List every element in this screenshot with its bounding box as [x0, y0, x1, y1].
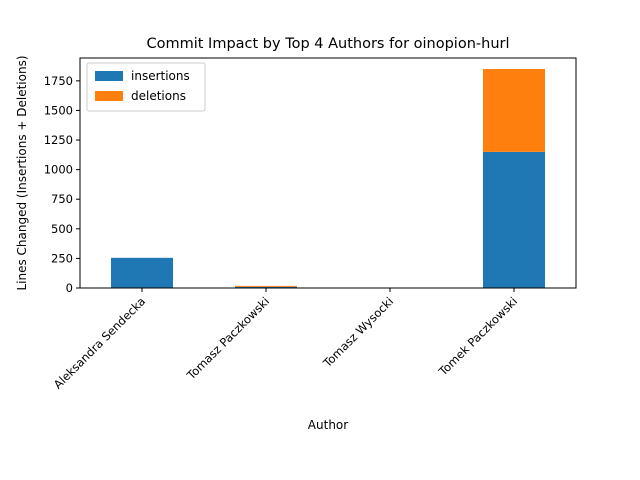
x-tick-label: Tomasz Wysocki — [320, 294, 397, 371]
legend-swatch-insertions — [95, 71, 123, 81]
y-tick-label: 0 — [66, 281, 73, 295]
x-axis: Aleksandra Sendecka Tomasz Paczkowski Toma… — [51, 288, 520, 392]
legend-label-deletions: deletions — [131, 89, 186, 103]
x-tick-label: Aleksandra Sendecka — [51, 294, 148, 391]
plot-frame — [79, 57, 577, 289]
bar-deletions-1 — [235, 285, 297, 287]
y-axis-label: Lines Changed (Insertions + Deletions) — [15, 55, 29, 290]
x-tick-label: Tomasz Paczkowski — [183, 294, 272, 383]
x-tick-label: Tomek Paczkowski — [435, 294, 520, 379]
legend-swatch-deletions — [95, 91, 123, 101]
x-axis-label: Author — [308, 418, 348, 432]
y-tick-label: 250 — [51, 251, 73, 265]
y-axis: 0 250 500 750 1000 1250 1500 1750 — [44, 74, 80, 295]
bar-insertions-3 — [483, 151, 545, 288]
y-tick-label: 500 — [51, 222, 73, 236]
bar-deletions-3 — [483, 69, 545, 152]
y-tick-label: 1250 — [44, 133, 73, 147]
y-tick-label: 750 — [51, 192, 73, 206]
bars-layer — [111, 69, 545, 288]
y-tick-label: 1500 — [44, 103, 73, 117]
bar-insertions-0 — [111, 257, 173, 288]
legend-label-insertions: insertions — [131, 69, 190, 83]
y-tick-label: 1750 — [44, 74, 73, 88]
y-tick-label: 1000 — [44, 163, 73, 177]
legend: insertions deletions — [86, 62, 206, 112]
bar-insertions-1 — [235, 286, 297, 288]
chart-title: Commit Impact by Top 4 Authors for oinop… — [146, 36, 509, 52]
